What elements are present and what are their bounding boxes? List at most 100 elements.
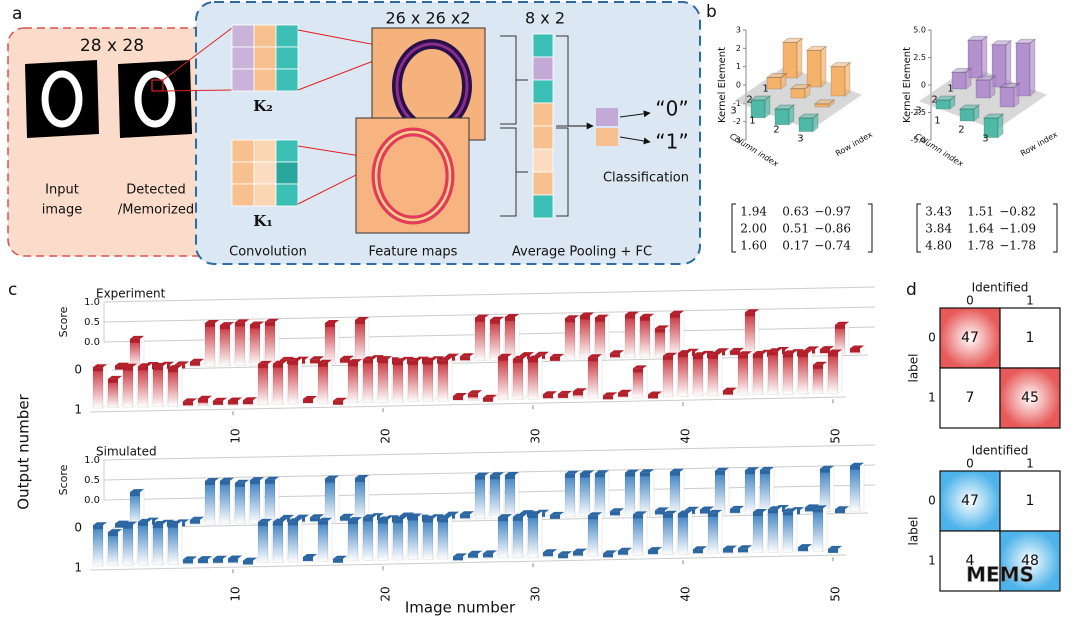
bar-top [805,45,828,51]
bar-side [267,360,273,406]
row-label: 1 [928,554,936,568]
matrix-entry: 1.94 [740,205,767,219]
bar-front [317,520,329,562]
matrix-cell [999,470,1061,532]
matrix-cell [999,307,1061,369]
kernel-cell [231,139,255,163]
col-tick-label: 1 [762,84,768,95]
col-tick-label: 1 [947,84,953,95]
bar-top [243,397,257,401]
kernel-cell [275,183,299,207]
bar-side [274,318,280,366]
bar-front [219,324,231,367]
bar-side [402,515,408,561]
pool-cell [532,102,554,127]
step-label: Convolution [229,245,307,260]
bar [752,350,768,396]
bar-cap [423,518,433,523]
col-tick-label: 2 [746,95,752,106]
bar [654,324,670,358]
bar [966,35,989,80]
bar [407,357,423,403]
bar-cap [138,366,148,371]
bar-cap [250,324,260,329]
bar [504,471,520,519]
bar-top [408,357,422,361]
bar-top [198,395,212,399]
bar [805,45,828,89]
input-size: 28 x 28 [80,36,144,56]
bar-side [724,467,730,515]
bar-side [522,355,528,401]
bar-cap [303,557,313,561]
bar-side [754,308,760,356]
bar-cap [130,492,140,497]
bar-front [272,521,284,563]
bar-top [138,518,152,522]
bar-cap [655,328,665,333]
bar-side [259,476,265,524]
bar-top [655,507,669,511]
output-tick-label: 1 [74,561,82,575]
bar-top [798,544,812,548]
pool-cell [532,79,554,104]
bar [958,103,981,123]
bar [234,479,250,525]
bar-top [483,550,497,554]
bar-top [378,516,392,520]
bar [437,356,453,402]
bar [617,547,633,556]
bar-top [715,348,729,352]
bar-top [708,509,722,513]
bar-front [92,524,104,567]
bar [204,319,220,367]
bar [167,520,183,565]
bar-top [235,319,249,323]
bar-cap [580,315,590,320]
bar [572,387,588,399]
bar [257,518,273,564]
bar-top [708,351,722,355]
bar-top [190,358,204,362]
bar-cap [483,397,493,402]
bar-top [505,472,519,475]
detected-label: Detected [126,183,186,198]
bar-side [514,471,520,519]
bar [137,518,153,566]
bar-cap [325,478,335,483]
bar-top [438,357,452,361]
bar [482,394,498,402]
bar [609,349,625,359]
bar-cap [543,394,553,399]
out-arrow [619,110,651,118]
matrix-entry: 0.17 [782,239,809,253]
bar-cap [228,558,238,563]
bar [212,397,228,407]
bar [182,555,198,565]
bar-top [445,511,459,515]
bar-top [610,508,624,512]
bar [572,548,588,557]
bar-cap [340,358,350,363]
bar-cap [408,516,418,521]
bar-front [579,473,591,517]
bar-side [1029,38,1036,98]
bar [542,390,558,400]
bar-cap [588,357,598,362]
bar-top [183,556,197,560]
bar-front [234,322,246,366]
bar-top [168,365,182,369]
bar-cap [250,480,260,485]
bar-cap [460,514,470,519]
z-tick-label: 0 [736,81,741,90]
kernel-cell [231,68,255,92]
bar-cap [498,356,508,361]
digit-stroke [41,70,83,128]
bar-side [829,465,835,513]
bar-side [402,357,408,403]
bar-cap [580,473,590,478]
bar-top [580,312,594,316]
bar-front [152,365,164,408]
bar-cap [93,525,103,530]
